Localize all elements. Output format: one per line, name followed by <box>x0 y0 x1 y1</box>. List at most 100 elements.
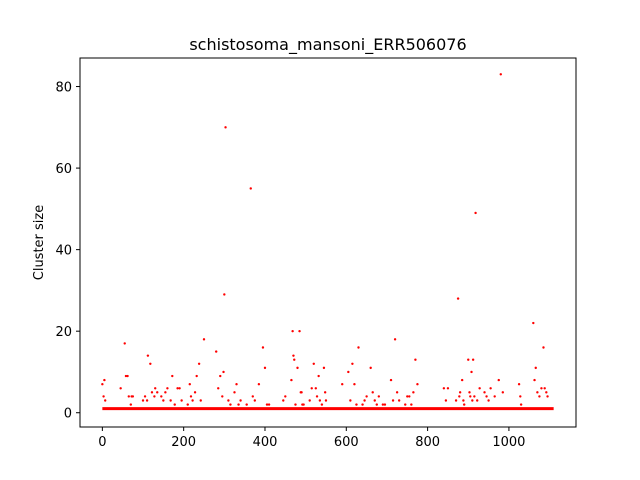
data-point <box>129 403 133 406</box>
data-point <box>284 395 287 398</box>
data-point <box>410 403 413 406</box>
data-point <box>195 374 198 378</box>
data-point <box>357 346 360 349</box>
data-point <box>456 297 460 300</box>
data-point <box>131 395 135 398</box>
data-point <box>164 391 167 394</box>
data-point <box>543 387 546 390</box>
data-point <box>224 126 227 129</box>
data-point <box>406 395 409 398</box>
data-point <box>501 391 505 394</box>
data-point <box>395 391 399 394</box>
data-point <box>371 391 374 394</box>
y-tick-label: 80 <box>55 81 72 96</box>
plot-frame <box>79 57 577 428</box>
data-point <box>267 403 271 406</box>
data-point <box>191 399 194 402</box>
data-point <box>458 395 461 398</box>
data-point <box>221 395 224 398</box>
data-point <box>462 399 465 402</box>
data-point <box>318 399 322 402</box>
data-point <box>173 403 176 406</box>
data-point <box>473 395 476 398</box>
data-point <box>317 374 320 378</box>
data-point <box>217 387 220 390</box>
data-point <box>355 403 358 406</box>
data-point <box>519 403 523 406</box>
data-point <box>322 366 326 370</box>
data-point <box>314 387 318 390</box>
data-point <box>227 399 230 402</box>
data-point <box>214 350 218 353</box>
data-point <box>245 403 248 406</box>
data-point <box>146 354 150 357</box>
data-point <box>414 358 417 361</box>
data-point <box>341 382 344 386</box>
data-point <box>397 399 401 402</box>
data-point <box>545 391 548 394</box>
data-point <box>202 338 206 341</box>
data-point <box>483 391 486 394</box>
x-tick-label: 600 <box>334 435 359 450</box>
data-point <box>104 399 107 402</box>
data-point <box>294 403 297 406</box>
data-point <box>160 395 163 398</box>
data-point <box>351 362 354 366</box>
data-point <box>324 399 328 402</box>
data-point <box>150 391 154 394</box>
y-axis: 0 20 40 60 80 <box>55 81 80 422</box>
data-point <box>519 395 522 398</box>
data-point <box>365 395 368 398</box>
data-point <box>377 395 381 398</box>
data-point <box>199 399 202 402</box>
data-point <box>542 346 545 349</box>
data-point <box>499 73 502 76</box>
data-point <box>323 391 327 394</box>
data-point <box>291 329 294 333</box>
y-axis-label: Cluster size <box>32 205 47 280</box>
data-point <box>257 382 261 386</box>
data-point <box>145 399 149 402</box>
data-point <box>442 387 446 390</box>
data-point <box>363 399 366 402</box>
x-tick-label: 400 <box>253 435 278 450</box>
data-point <box>444 399 448 402</box>
data-point <box>478 387 481 390</box>
data-point <box>546 395 549 398</box>
x-axis: 0 200 400 600 800 1000 <box>98 427 525 450</box>
x-tick-label: 200 <box>171 435 196 450</box>
data-point <box>349 399 352 402</box>
data-point <box>404 403 407 406</box>
data-point <box>193 391 197 394</box>
data-point <box>253 399 257 402</box>
data-point <box>290 378 293 382</box>
data-point <box>153 395 156 398</box>
data-point <box>180 399 183 402</box>
data-point <box>188 382 191 386</box>
data-point <box>103 378 106 382</box>
data-point <box>197 362 201 366</box>
data-point <box>310 387 313 390</box>
data-point <box>141 399 145 402</box>
data-point <box>312 362 315 366</box>
data-point <box>127 395 130 398</box>
data-point <box>261 346 265 349</box>
data-point <box>471 358 475 361</box>
data-point <box>493 395 496 398</box>
data-point <box>517 382 521 386</box>
data-point <box>381 403 385 406</box>
chart-title: schistosoma_mansoni_ERR506076 <box>189 35 466 55</box>
data-point <box>373 399 376 402</box>
data-point <box>162 399 165 402</box>
x-tick-label: 1000 <box>492 435 525 450</box>
data-point <box>143 395 147 398</box>
data-point <box>487 399 490 402</box>
data-point <box>229 403 232 406</box>
data-point <box>119 387 122 390</box>
data-point <box>123 342 126 345</box>
data-point <box>476 399 479 402</box>
data-point <box>223 293 226 296</box>
data-point <box>239 399 242 402</box>
data-point <box>263 366 267 370</box>
data-point <box>186 403 189 406</box>
